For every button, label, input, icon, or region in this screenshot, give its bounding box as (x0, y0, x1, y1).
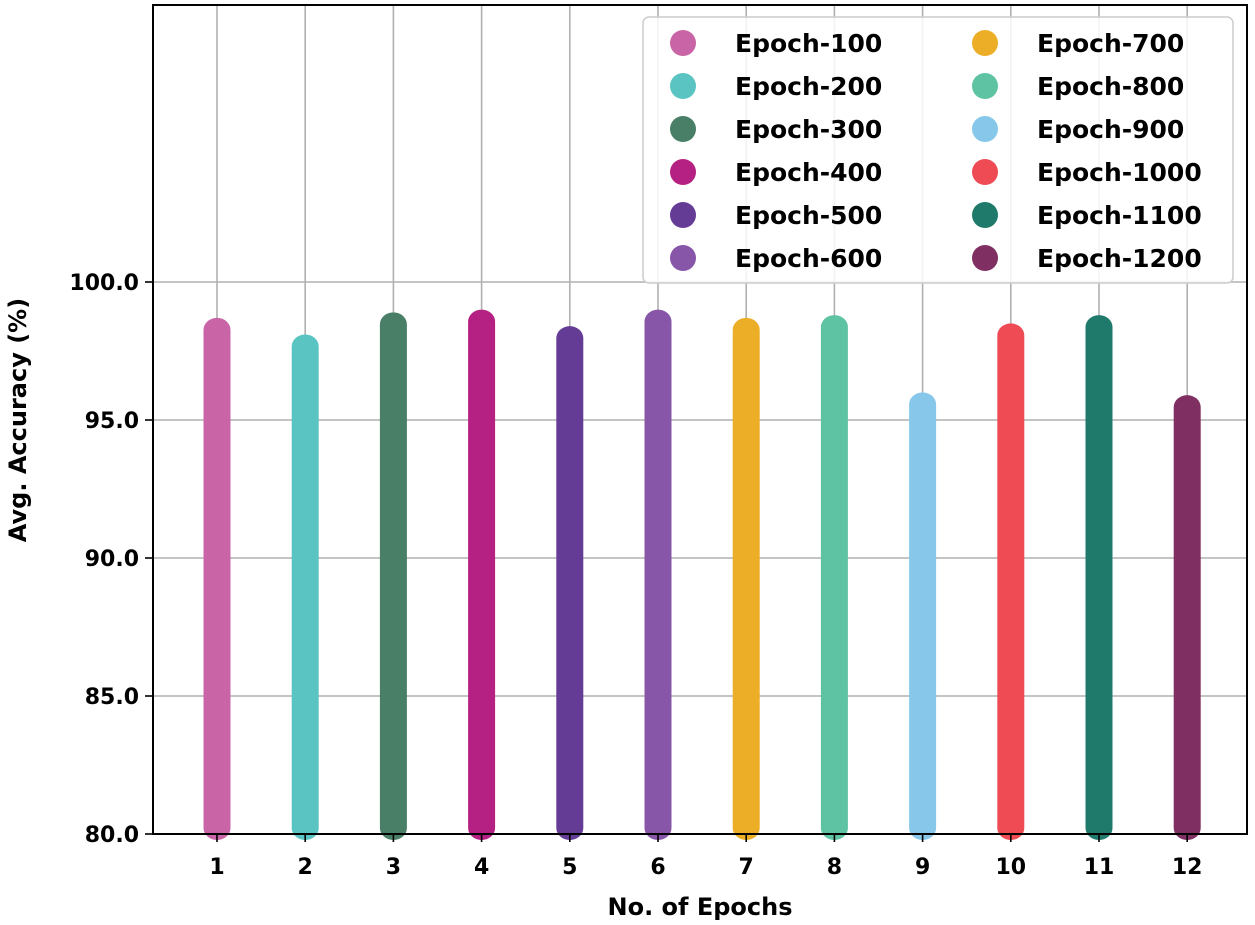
y-axis-ticks: 80.0 85.0 90.0 95.0 100.0 (69, 271, 153, 848)
y-tick-label: 80.0 (85, 823, 139, 848)
legend-marker (972, 245, 998, 271)
x-tick-label: 12 (1172, 855, 1203, 880)
bar-1 (203, 317, 231, 840)
x-tick-label: 3 (386, 855, 401, 880)
legend-marker (972, 159, 998, 185)
legend-label: Epoch-200 (735, 72, 882, 101)
x-tick-label: 10 (995, 855, 1026, 880)
bar-12 (1173, 395, 1201, 840)
legend-marker (972, 73, 998, 99)
y-tick-label: 90.0 (85, 547, 139, 572)
y-tick-label: 95.0 (85, 409, 139, 434)
x-tick-label: 5 (562, 855, 577, 880)
bar-4 (468, 309, 496, 841)
legend-label: Epoch-300 (735, 115, 882, 144)
legend-marker (670, 159, 696, 185)
legend-marker (670, 116, 696, 142)
bar-3 (379, 312, 407, 840)
x-axis-ticks: 1 2 3 4 5 6 7 8 9 10 11 12 (209, 834, 1203, 880)
y-tick-label: 85.0 (85, 685, 139, 710)
x-tick-label: 8 (827, 855, 842, 880)
bar-5 (556, 326, 584, 840)
legend-label: Epoch-100 (735, 29, 882, 58)
legend-label: Epoch-800 (1037, 72, 1184, 101)
legend-marker (972, 116, 998, 142)
legend-label: Epoch-1200 (1037, 244, 1202, 273)
x-tick-label: 2 (298, 855, 313, 880)
bar-6 (644, 309, 672, 841)
bar-2 (291, 334, 319, 840)
x-axis-label: No. of Epochs (608, 893, 793, 921)
legend-label: Epoch-700 (1037, 29, 1184, 58)
legend-label: Epoch-600 (735, 244, 882, 273)
legend-label: Epoch-1000 (1037, 158, 1202, 187)
legend: Epoch-100 Epoch-200 Epoch-300 Epoch-400 Epoc… (642, 16, 1234, 284)
legend-label: Epoch-500 (735, 201, 882, 230)
x-tick-label: 4 (474, 855, 489, 880)
bar-11 (1085, 315, 1113, 840)
bar-9 (909, 392, 937, 840)
x-tick-label: 6 (650, 855, 665, 880)
legend-marker (670, 245, 696, 271)
bars (203, 309, 1201, 841)
legend-marker (670, 73, 696, 99)
y-axis-label: Avg. Accuracy (%) (4, 298, 32, 542)
legend-marker (670, 30, 696, 56)
legend-marker (670, 202, 696, 228)
legend-label: Epoch-1100 (1037, 201, 1202, 230)
x-tick-label: 9 (915, 855, 930, 880)
bar-10 (997, 323, 1025, 840)
legend-marker (972, 30, 998, 56)
legend-box (642, 16, 1234, 284)
x-tick-label: 7 (739, 855, 754, 880)
bar-8 (820, 315, 848, 840)
legend-marker (972, 202, 998, 228)
bar-7 (732, 317, 760, 840)
x-tick-label: 11 (1084, 855, 1115, 880)
legend-label: Epoch-900 (1037, 115, 1184, 144)
y-tick-label: 100.0 (69, 271, 139, 296)
legend-label: Epoch-400 (735, 158, 882, 187)
x-tick-label: 1 (209, 855, 224, 880)
